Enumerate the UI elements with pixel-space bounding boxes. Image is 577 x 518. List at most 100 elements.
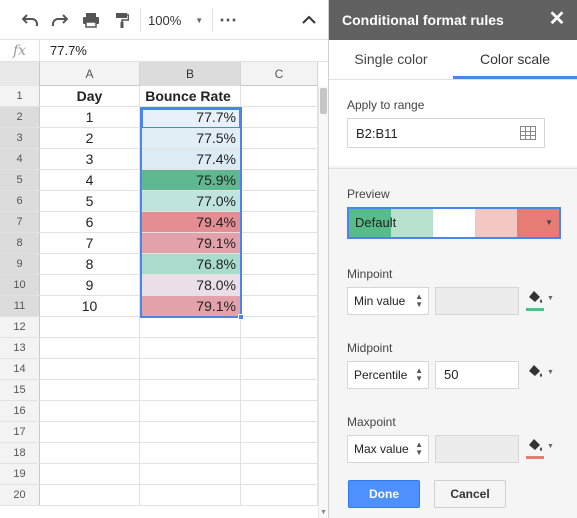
cell-c[interactable] bbox=[241, 107, 318, 127]
fill-handle[interactable] bbox=[238, 314, 244, 320]
cell-c[interactable] bbox=[241, 485, 318, 505]
row-header[interactable]: 15 bbox=[0, 380, 40, 400]
cell-b[interactable]: 77.4% bbox=[140, 149, 241, 169]
cell-c[interactable] bbox=[241, 233, 318, 253]
cell-c[interactable] bbox=[241, 317, 318, 337]
maxpoint-color-button[interactable]: ▼ bbox=[525, 438, 555, 460]
cell-c[interactable] bbox=[241, 86, 318, 106]
row-header[interactable]: 14 bbox=[0, 359, 40, 379]
cell-b[interactable]: 77.0% bbox=[140, 191, 241, 211]
cell-b[interactable]: 76.8% bbox=[140, 254, 241, 274]
close-icon[interactable]: ✕ bbox=[548, 8, 566, 30]
cell-b[interactable] bbox=[140, 359, 241, 379]
row-header[interactable]: 13 bbox=[0, 338, 40, 358]
print-icon[interactable] bbox=[79, 8, 103, 32]
select-all-corner[interactable] bbox=[0, 62, 40, 86]
cell-b[interactable]: 78.0% bbox=[140, 275, 241, 295]
column-header-c[interactable]: C bbox=[241, 62, 318, 86]
cell-a[interactable] bbox=[40, 485, 140, 505]
row-header[interactable]: 3 bbox=[0, 128, 40, 148]
scrollbar-thumb[interactable] bbox=[320, 88, 327, 114]
cell-c[interactable] bbox=[241, 359, 318, 379]
row-header[interactable]: 7 bbox=[0, 212, 40, 232]
preview-select[interactable]: Default ▼ bbox=[347, 207, 561, 239]
cell-b[interactable] bbox=[140, 443, 241, 463]
cell-c[interactable] bbox=[241, 401, 318, 421]
vertical-scrollbar[interactable]: ▼ bbox=[318, 86, 328, 518]
select-range-icon[interactable] bbox=[520, 126, 536, 140]
cell-c[interactable] bbox=[241, 464, 318, 484]
done-button[interactable]: Done bbox=[348, 480, 420, 508]
cell-a[interactable] bbox=[40, 464, 140, 484]
cell-c[interactable] bbox=[241, 254, 318, 274]
scroll-down-icon[interactable]: ▼ bbox=[320, 509, 327, 516]
cell-c[interactable] bbox=[241, 422, 318, 442]
formula-input[interactable]: 77.7% bbox=[50, 43, 87, 58]
cell-a[interactable]: 1 bbox=[40, 107, 140, 127]
cell-a[interactable] bbox=[40, 422, 140, 442]
cell-c[interactable] bbox=[241, 149, 318, 169]
undo-icon[interactable] bbox=[18, 8, 42, 32]
row-header[interactable]: 2 bbox=[0, 107, 40, 127]
zoom-select[interactable]: 100% ▼ bbox=[148, 8, 203, 32]
more-icon[interactable]: ⋯ bbox=[219, 9, 237, 30]
range-input[interactable]: B2:B11 bbox=[347, 118, 545, 148]
column-header-a[interactable]: A bbox=[40, 62, 140, 86]
row-header[interactable]: 16 bbox=[0, 401, 40, 421]
cell-c[interactable] bbox=[241, 212, 318, 232]
cell-a[interactable] bbox=[40, 359, 140, 379]
cell-b[interactable] bbox=[140, 338, 241, 358]
maxpoint-value-input[interactable] bbox=[435, 435, 519, 463]
cell-c[interactable] bbox=[241, 170, 318, 190]
cell-b[interactable] bbox=[140, 401, 241, 421]
cancel-button[interactable]: Cancel bbox=[434, 480, 506, 508]
cell-b[interactable]: 79.1% bbox=[140, 233, 241, 253]
row-header[interactable]: 8 bbox=[0, 233, 40, 253]
row-header[interactable]: 11 bbox=[0, 296, 40, 316]
row-header[interactable]: 5 bbox=[0, 170, 40, 190]
cell-b[interactable]: 75.9% bbox=[140, 170, 241, 190]
cell-a[interactable]: 5 bbox=[40, 191, 140, 211]
cell-c[interactable] bbox=[241, 380, 318, 400]
cell-b[interactable]: 77.5% bbox=[140, 128, 241, 148]
paint-format-icon[interactable] bbox=[110, 8, 134, 32]
midpoint-value-input[interactable]: 50 bbox=[435, 361, 519, 389]
cell-a[interactable]: 6 bbox=[40, 212, 140, 232]
cell-b[interactable]: 79.1% bbox=[140, 296, 241, 316]
cell-b[interactable]: 79.4% bbox=[140, 212, 241, 232]
cell-a[interactable]: 7 bbox=[40, 233, 140, 253]
cell-c[interactable] bbox=[241, 128, 318, 148]
cell-a[interactable]: 8 bbox=[40, 254, 140, 274]
row-header[interactable]: 1 bbox=[0, 86, 40, 106]
row-header[interactable]: 12 bbox=[0, 317, 40, 337]
row-header[interactable]: 9 bbox=[0, 254, 40, 274]
cell-b[interactable] bbox=[140, 464, 241, 484]
row-header[interactable]: 4 bbox=[0, 149, 40, 169]
column-header-b[interactable]: B bbox=[140, 62, 241, 86]
cell-c[interactable] bbox=[241, 338, 318, 358]
cell-a[interactable]: 4 bbox=[40, 170, 140, 190]
minpoint-type-select[interactable]: Min value ▲ ▼ bbox=[347, 287, 429, 315]
cell-a[interactable]: Day bbox=[40, 86, 140, 106]
cell-a[interactable] bbox=[40, 338, 140, 358]
cell-a[interactable] bbox=[40, 317, 140, 337]
collapse-icon[interactable] bbox=[297, 8, 321, 32]
row-header[interactable]: 6 bbox=[0, 191, 40, 211]
cell-a[interactable]: 10 bbox=[40, 296, 140, 316]
cell-b[interactable]: 77.7% bbox=[140, 107, 241, 127]
cell-b[interactable]: Bounce Rate bbox=[140, 86, 241, 106]
cell-a[interactable]: 3 bbox=[40, 149, 140, 169]
cell-b[interactable] bbox=[140, 485, 241, 505]
row-header[interactable]: 19 bbox=[0, 464, 40, 484]
cell-a[interactable] bbox=[40, 443, 140, 463]
cell-c[interactable] bbox=[241, 275, 318, 295]
row-header[interactable]: 17 bbox=[0, 422, 40, 442]
minpoint-value-input[interactable] bbox=[435, 287, 519, 315]
cell-a[interactable]: 9 bbox=[40, 275, 140, 295]
row-header[interactable]: 10 bbox=[0, 275, 40, 295]
tab-color-scale[interactable]: Color scale bbox=[453, 40, 577, 79]
maxpoint-type-select[interactable]: Max value ▲ ▼ bbox=[347, 435, 429, 463]
tab-single-color[interactable]: Single color bbox=[354, 51, 428, 67]
cell-b[interactable] bbox=[140, 380, 241, 400]
cell-c[interactable] bbox=[241, 191, 318, 211]
